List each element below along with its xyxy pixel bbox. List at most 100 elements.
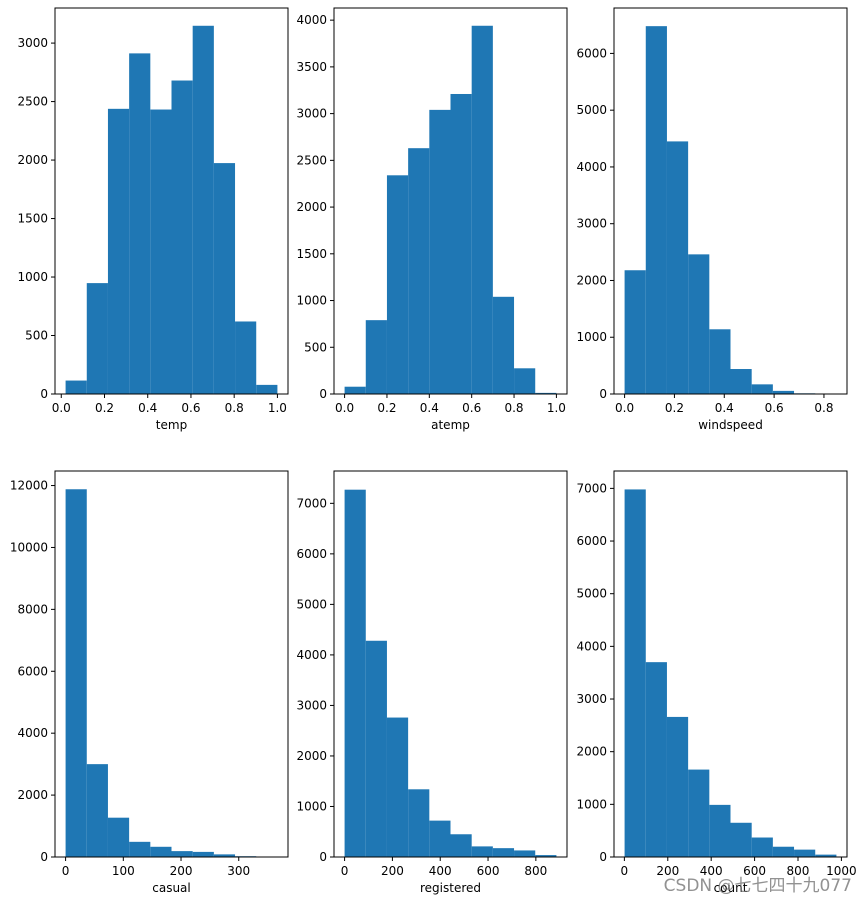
bar xyxy=(171,80,193,395)
y-tick-label: 2000 xyxy=(576,745,607,759)
x-tick-label: 600 xyxy=(743,864,766,878)
y-tick-label: 10000 xyxy=(10,540,48,554)
y-tick-label: 3000 xyxy=(296,107,327,121)
y-tick-label: 2500 xyxy=(17,95,48,109)
x-tick-label: 200 xyxy=(381,864,404,878)
histogram-count: 0 200 400 600 800 1000 0 1000 2000 3000 4000 5000 60… xyxy=(576,470,857,895)
y-tick-label: 1000 xyxy=(17,270,48,284)
y-tick-label: 0 xyxy=(319,387,327,401)
y-tick-label: 4000 xyxy=(576,639,607,653)
bar xyxy=(192,851,214,857)
bar xyxy=(624,489,646,857)
x-tick-label: 400 xyxy=(429,864,452,878)
x-tick-label: 0.6 xyxy=(462,401,481,415)
bar xyxy=(535,392,557,394)
bar xyxy=(386,717,409,857)
x-tick-label: 0.8 xyxy=(225,401,244,415)
y-tick-label: 6000 xyxy=(576,46,607,60)
axes-frame xyxy=(54,470,289,858)
bar xyxy=(730,822,752,857)
x-tick-label: 0.0 xyxy=(615,401,634,415)
x-tick-label: 0.8 xyxy=(504,401,523,415)
bar xyxy=(471,25,493,394)
y-tick-label: 6000 xyxy=(576,534,607,548)
bar xyxy=(344,489,366,857)
watermark-text: CSDN @七七四十九077 xyxy=(663,876,852,896)
x-tick-label: 800 xyxy=(787,864,810,878)
y-tick-label: 2000 xyxy=(17,788,48,802)
axes-frame xyxy=(54,7,289,395)
y-tick-label: 0 xyxy=(40,850,48,864)
y-tick-label: 5000 xyxy=(576,103,607,117)
bar xyxy=(535,855,557,857)
x-tick-label: 0 xyxy=(62,864,70,878)
bar xyxy=(688,769,710,857)
bar xyxy=(624,270,646,394)
bar xyxy=(666,141,689,394)
x-axis-label: registered xyxy=(420,881,481,895)
y-tick-label: 0 xyxy=(40,387,48,401)
bar xyxy=(408,148,430,394)
bar xyxy=(65,380,87,394)
y-tick-label: 1000 xyxy=(296,799,327,813)
x-tick-label: 0.4 xyxy=(420,401,439,415)
x-axis-label: windspeed xyxy=(698,418,763,432)
bar xyxy=(751,837,773,857)
x-tick-label: 0.6 xyxy=(181,401,200,415)
bar xyxy=(429,109,451,395)
y-tick-label: 3000 xyxy=(17,36,48,50)
y-tick-label: 2000 xyxy=(296,749,327,763)
bar xyxy=(666,716,689,857)
bar xyxy=(688,254,710,394)
axes-frame xyxy=(613,470,848,858)
y-tick-label: 4000 xyxy=(576,160,607,174)
bar xyxy=(150,846,172,857)
histogram-windspeed: 0.0 0.2 0.4 0.6 0.8 0 1000 2000 3000 4000 5000 6000… xyxy=(576,7,848,432)
y-tick-label: 7000 xyxy=(296,496,327,510)
bar xyxy=(429,820,451,857)
bar xyxy=(730,369,752,394)
y-tick-label: 1500 xyxy=(296,247,327,261)
histogram-casual: 0 100 200 300 0 2000 4000 6000 8000 10000 12000 cas… xyxy=(10,470,289,895)
y-tick-label: 1000 xyxy=(576,330,607,344)
axes-frame xyxy=(333,7,568,395)
axes-frame xyxy=(333,470,568,858)
bar xyxy=(450,93,472,395)
x-tick-label: 0.0 xyxy=(52,401,71,415)
bar xyxy=(471,846,493,857)
x-tick-label: 0 xyxy=(621,864,629,878)
histogram-registered: 0 200 400 600 800 0 1000 2000 3000 4000 5000 6000 70… xyxy=(296,470,568,895)
histogram-temp: 0.0 0.2 0.4 0.6 0.8 1.0 0 500 1000 1500 2000 2500 30… xyxy=(17,7,289,432)
bar xyxy=(129,53,151,394)
y-tick-label: 3000 xyxy=(576,692,607,706)
bar xyxy=(751,384,773,394)
x-tick-label: 400 xyxy=(700,864,723,878)
y-tick-label: 2500 xyxy=(296,153,327,167)
y-tick-label: 12000 xyxy=(10,479,48,493)
bar xyxy=(213,163,236,394)
y-tick-label: 3500 xyxy=(296,60,327,74)
x-tick-label: 0.0 xyxy=(335,401,354,415)
x-tick-label: 0.4 xyxy=(715,401,734,415)
x-tick-label: 200 xyxy=(656,864,679,878)
x-tick-label: 300 xyxy=(227,864,250,878)
bar xyxy=(344,386,366,394)
bar xyxy=(150,109,172,394)
x-tick-label: 600 xyxy=(477,864,500,878)
y-tick-label: 3000 xyxy=(576,217,607,231)
x-axis-label: count xyxy=(714,881,748,895)
bar xyxy=(107,817,130,857)
x-tick-label: 0.2 xyxy=(665,401,684,415)
x-axis-label: casual xyxy=(152,881,191,895)
bar xyxy=(386,175,409,394)
bar xyxy=(492,296,515,394)
y-tick-label: 0 xyxy=(319,850,327,864)
bar xyxy=(772,846,795,857)
bar xyxy=(709,329,731,394)
y-tick-label: 6000 xyxy=(296,547,327,561)
y-tick-label: 5000 xyxy=(296,597,327,611)
y-tick-label: 4000 xyxy=(17,726,48,740)
y-tick-label: 0 xyxy=(599,850,607,864)
x-tick-label: 0 xyxy=(341,864,349,878)
